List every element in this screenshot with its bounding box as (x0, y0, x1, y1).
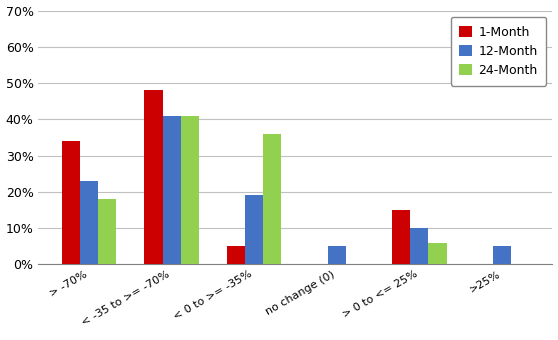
Bar (80, 181, 98, 264)
Bar (162, 116, 181, 264)
Legend: 1-Month, 12-Month, 24-Month: 1-Month, 12-Month, 24-Month (451, 17, 546, 86)
Bar (263, 134, 281, 264)
Bar (181, 116, 199, 264)
Bar (245, 195, 263, 264)
Bar (227, 246, 245, 264)
Bar (429, 242, 446, 264)
Bar (493, 246, 511, 264)
Bar (62, 141, 80, 264)
Bar (392, 210, 410, 264)
Bar (328, 246, 346, 264)
Bar (410, 228, 429, 264)
Bar (98, 199, 116, 264)
Bar (145, 90, 162, 264)
